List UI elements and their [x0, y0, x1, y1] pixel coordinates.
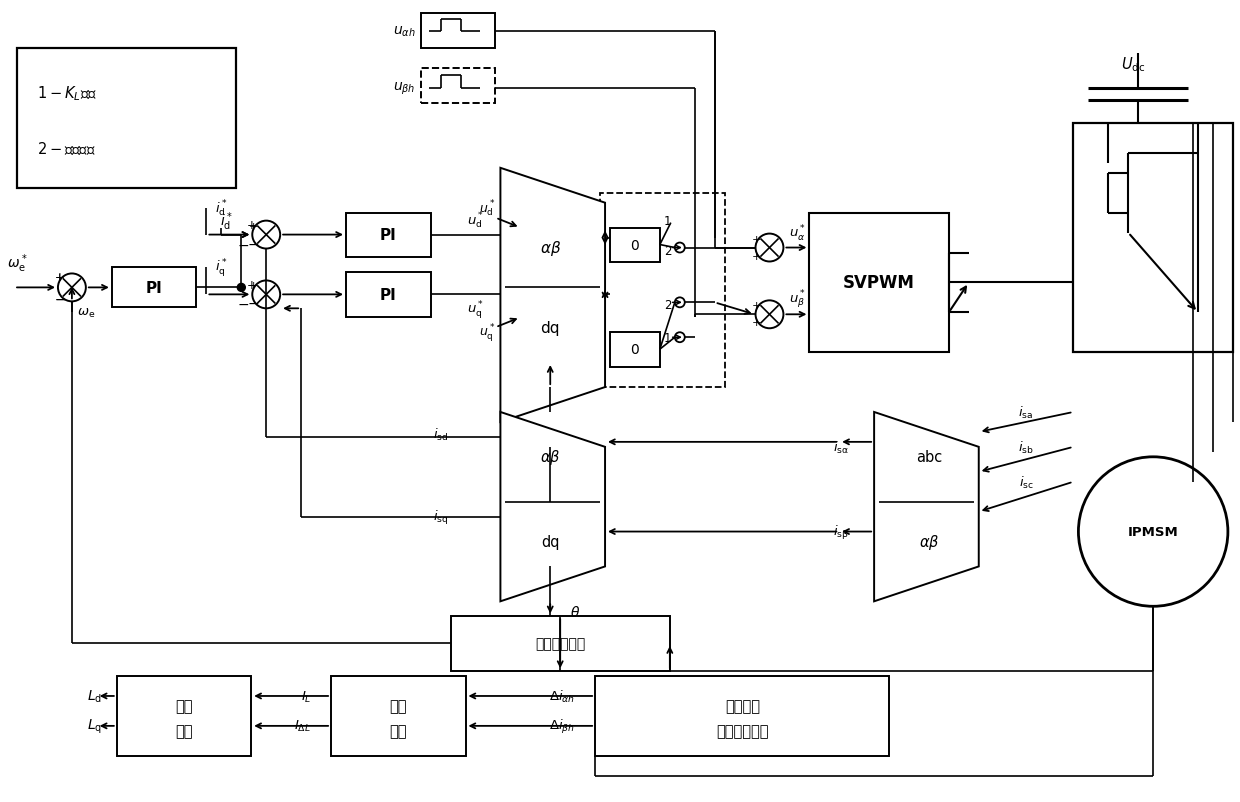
Text: 1: 1: [665, 331, 672, 344]
Text: $i_{\rm s\alpha}$: $i_{\rm s\alpha}$: [833, 439, 849, 456]
Text: $i_{\rm d}^*$: $i_{\rm d}^*$: [219, 210, 233, 233]
Text: dq: dq: [541, 320, 560, 335]
Circle shape: [237, 284, 246, 292]
Text: $u_{\rm q}^*$: $u_{\rm q}^*$: [479, 322, 496, 344]
Text: $L_{\rm d}$: $L_{\rm d}$: [87, 688, 102, 704]
Text: $L_{\rm q}$: $L_{\rm q}$: [87, 717, 102, 735]
FancyBboxPatch shape: [1074, 124, 1233, 353]
FancyBboxPatch shape: [600, 193, 724, 387]
Text: $-$: $-$: [247, 237, 259, 250]
Text: $i_{\rm s\beta}$: $i_{\rm s\beta}$: [833, 523, 849, 541]
Polygon shape: [874, 412, 978, 602]
Text: $i_{\rm q}^*$: $i_{\rm q}^*$: [215, 257, 228, 279]
Text: $-$: $-$: [237, 297, 249, 311]
FancyBboxPatch shape: [117, 676, 252, 755]
Text: PI: PI: [146, 281, 162, 295]
FancyBboxPatch shape: [346, 213, 430, 258]
FancyBboxPatch shape: [610, 229, 660, 263]
Text: 辨识: 辨识: [175, 723, 192, 739]
Text: 0: 0: [631, 238, 640, 252]
Text: $i_{\rm d}^*$: $i_{\rm d}^*$: [215, 198, 228, 219]
Text: 转速位置获取: 转速位置获取: [536, 636, 585, 650]
Text: 信号: 信号: [389, 699, 407, 714]
FancyBboxPatch shape: [112, 268, 196, 308]
Polygon shape: [501, 168, 605, 423]
Text: $u_{\beta h}$: $u_{\beta h}$: [393, 81, 415, 97]
Text: 高频响应: 高频响应: [725, 699, 760, 714]
Text: 1: 1: [665, 215, 672, 228]
Text: $\Delta i_{\beta h}$: $\Delta i_{\beta h}$: [549, 717, 575, 735]
FancyBboxPatch shape: [331, 676, 465, 755]
Text: $\alpha\beta$: $\alpha\beta$: [539, 239, 560, 257]
Text: +: +: [247, 278, 257, 292]
Text: +: +: [248, 281, 258, 291]
Text: $u_{\rm q}^*$: $u_{\rm q}^*$: [467, 299, 484, 321]
FancyBboxPatch shape: [420, 14, 496, 49]
Text: $u_{\rm d}^*$: $u_{\rm d}^*$: [467, 210, 484, 230]
Text: $U_{\rm dc}$: $U_{\rm dc}$: [1121, 55, 1146, 74]
Text: $2-$电感辨识: $2-$电感辨识: [37, 140, 95, 157]
Text: $\Delta i_{\alpha h}$: $\Delta i_{\alpha h}$: [549, 688, 575, 704]
Text: $\omega_{\rm e}^*$: $\omega_{\rm e}^*$: [7, 252, 27, 274]
FancyBboxPatch shape: [420, 69, 496, 104]
Text: $i_{\rm sa}$: $i_{\rm sa}$: [1018, 404, 1034, 420]
Text: $I_{\Delta L}$: $I_{\Delta L}$: [294, 719, 311, 734]
Text: PI: PI: [379, 228, 397, 243]
Text: $u_{\alpha}^*$: $u_{\alpha}^*$: [790, 223, 806, 243]
Text: $i_{\rm sq}$: $i_{\rm sq}$: [433, 508, 449, 526]
Text: IPMSM: IPMSM: [1127, 525, 1178, 538]
Text: +: +: [751, 234, 761, 245]
Text: +: +: [56, 273, 64, 283]
Text: +: +: [751, 318, 761, 328]
Text: $\alpha\beta$: $\alpha\beta$: [539, 448, 560, 467]
Text: 2: 2: [665, 245, 672, 257]
FancyBboxPatch shape: [450, 617, 670, 671]
Text: $1-K_L$辨识: $1-K_L$辨识: [37, 85, 97, 103]
FancyBboxPatch shape: [346, 273, 430, 318]
Text: +: +: [751, 251, 761, 261]
Text: $u_{\rm d}^*$: $u_{\rm d}^*$: [479, 198, 496, 218]
Text: $i_{\rm sd}$: $i_{\rm sd}$: [433, 427, 449, 443]
Text: $i_{\rm sc}$: $i_{\rm sc}$: [1018, 474, 1034, 490]
Text: abc: abc: [916, 450, 942, 464]
Text: $-$: $-$: [237, 237, 249, 251]
Text: +: +: [55, 270, 64, 284]
Text: $-$: $-$: [247, 296, 259, 310]
Text: 2: 2: [665, 298, 672, 311]
Text: 构造: 构造: [389, 723, 407, 739]
Text: +: +: [751, 301, 761, 311]
FancyBboxPatch shape: [595, 676, 889, 755]
Text: PI: PI: [379, 287, 397, 302]
Text: $u_{\alpha h}$: $u_{\alpha h}$: [393, 25, 415, 39]
Text: 电流差值提取: 电流差值提取: [717, 723, 769, 739]
Text: $i_{\rm sb}$: $i_{\rm sb}$: [1018, 439, 1034, 456]
Text: dq: dq: [541, 534, 559, 549]
Text: $\alpha\beta$: $\alpha\beta$: [919, 533, 939, 551]
Polygon shape: [501, 412, 605, 602]
Text: $I_L$: $I_L$: [300, 689, 311, 703]
Text: $-$: $-$: [53, 291, 66, 305]
Text: +: +: [248, 221, 258, 231]
Text: $-$: $-$: [53, 291, 66, 305]
FancyBboxPatch shape: [810, 213, 949, 353]
Text: SVPWM: SVPWM: [843, 274, 915, 292]
Text: +: +: [247, 219, 257, 232]
Text: $\theta$: $\theta$: [570, 604, 580, 619]
FancyBboxPatch shape: [610, 333, 660, 367]
Text: $\omega_{\rm e}$: $\omega_{\rm e}$: [77, 306, 95, 319]
Text: 0: 0: [631, 342, 640, 357]
FancyBboxPatch shape: [17, 49, 237, 188]
Text: 电感: 电感: [175, 699, 192, 714]
Text: $u_{\beta}^*$: $u_{\beta}^*$: [790, 289, 806, 311]
